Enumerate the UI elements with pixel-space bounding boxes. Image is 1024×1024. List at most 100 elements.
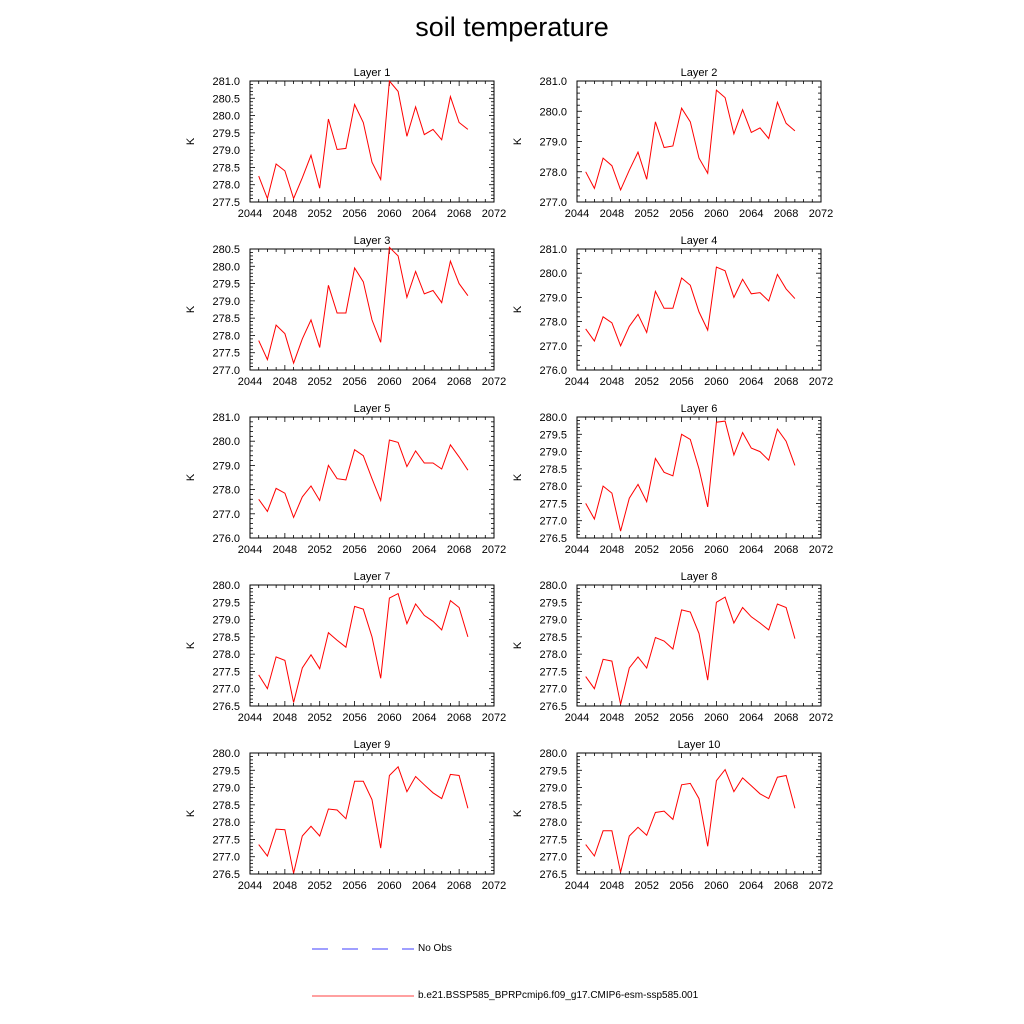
y-axis-label: K bbox=[185, 305, 197, 313]
y-tick-label: 278.5 bbox=[212, 313, 240, 325]
x-tick-label: 2052 bbox=[634, 376, 658, 388]
y-tick-label: 277.0 bbox=[539, 516, 567, 528]
x-tick-label: 2052 bbox=[634, 880, 658, 892]
y-tick-label: 278.0 bbox=[539, 167, 567, 179]
panel-title: Layer 8 bbox=[681, 571, 718, 583]
y-tick-label: 279.0 bbox=[539, 137, 567, 149]
y-axis-label: K bbox=[185, 473, 197, 481]
chart-panel-4: Layer 4 K 2044 2048 2052 2056 2060 2064 2068 2072… bbox=[512, 235, 833, 388]
y-axis-label: K bbox=[185, 137, 197, 145]
y-tick-label: 277.0 bbox=[212, 365, 240, 377]
x-tick-label: 2060 bbox=[704, 544, 728, 556]
x-tick-label: 2064 bbox=[739, 544, 763, 556]
y-tick-label: 279.0 bbox=[212, 296, 240, 308]
y-tick-label: 277.5 bbox=[212, 348, 240, 360]
x-tick-label: 2072 bbox=[482, 544, 506, 556]
x-tick-label: 2044 bbox=[238, 544, 262, 556]
x-tick-label: 2056 bbox=[342, 376, 366, 388]
x-tick-label: 2060 bbox=[377, 544, 401, 556]
x-tick-label: 2064 bbox=[412, 208, 436, 220]
y-tick-label: 276.5 bbox=[539, 869, 567, 881]
x-tick-label: 2060 bbox=[704, 880, 728, 892]
y-tick-label: 278.0 bbox=[539, 481, 567, 493]
y-tick-label: 281.0 bbox=[212, 412, 240, 424]
y-tick-label: 281.0 bbox=[212, 76, 240, 88]
y-tick-label: 279.0 bbox=[212, 460, 240, 472]
x-tick-label: 2068 bbox=[774, 880, 798, 892]
plot-frame bbox=[249, 584, 495, 707]
x-tick-label: 2064 bbox=[412, 544, 436, 556]
panel-title: Layer 10 bbox=[678, 739, 721, 751]
series-line bbox=[258, 246, 469, 365]
y-axis-label: K bbox=[512, 305, 524, 313]
x-tick-label: 2068 bbox=[447, 712, 471, 724]
x-tick-label: 2052 bbox=[634, 208, 658, 220]
panel-title: Layer 1 bbox=[354, 67, 391, 79]
x-tick-label: 2068 bbox=[774, 712, 798, 724]
x-tick-label: 2060 bbox=[377, 208, 401, 220]
x-tick-label: 2044 bbox=[565, 712, 589, 724]
y-tick-label: 279.5 bbox=[212, 765, 240, 777]
series-line bbox=[258, 765, 469, 874]
y-tick-label: 277.0 bbox=[212, 684, 240, 696]
y-tick-label: 277.0 bbox=[539, 852, 567, 864]
x-tick-label: 2044 bbox=[238, 712, 262, 724]
y-tick-label: 279.5 bbox=[212, 597, 240, 609]
x-tick-label: 2052 bbox=[307, 880, 331, 892]
x-tick-label: 2068 bbox=[447, 208, 471, 220]
x-tick-label: 2060 bbox=[704, 712, 728, 724]
x-tick-label: 2064 bbox=[739, 376, 763, 388]
x-tick-label: 2044 bbox=[238, 208, 262, 220]
x-tick-label: 2044 bbox=[238, 376, 262, 388]
x-tick-label: 2056 bbox=[669, 544, 693, 556]
y-tick-label: 276.0 bbox=[212, 533, 240, 545]
chart-panel-9: Layer 9 K 2044 2048 2052 2056 2060 2064 2068 2072… bbox=[185, 739, 506, 892]
plot-frame bbox=[576, 584, 822, 707]
y-tick-label: 280.0 bbox=[212, 580, 240, 592]
x-tick-label: 2056 bbox=[669, 880, 693, 892]
chart-panel-2: Layer 2 K 2044 2048 2052 2056 2060 2064 2068 2072… bbox=[512, 67, 833, 220]
plot-frame bbox=[576, 248, 822, 371]
y-tick-label: 278.5 bbox=[212, 800, 240, 812]
series-line bbox=[585, 266, 796, 348]
panel-title: Layer 6 bbox=[681, 403, 718, 415]
y-tick-label: 280.5 bbox=[212, 244, 240, 256]
y-tick-label: 278.5 bbox=[539, 800, 567, 812]
chart-panel-5: Layer 5 K 2044 2048 2052 2056 2060 2064 2068 2072… bbox=[185, 403, 506, 556]
x-tick-label: 2056 bbox=[342, 544, 366, 556]
y-tick-label: 276.5 bbox=[212, 701, 240, 713]
y-tick-label: 278.0 bbox=[212, 330, 240, 342]
x-tick-label: 2048 bbox=[600, 208, 624, 220]
series-line bbox=[585, 420, 796, 532]
x-tick-label: 2072 bbox=[809, 208, 833, 220]
page-title: soil temperature bbox=[415, 12, 609, 42]
x-tick-label: 2060 bbox=[377, 880, 401, 892]
x-tick-label: 2052 bbox=[307, 376, 331, 388]
x-tick-label: 2044 bbox=[565, 544, 589, 556]
x-tick-label: 2072 bbox=[809, 880, 833, 892]
chart-panel-3: Layer 3 K 2044 2048 2052 2056 2060 2064 2068 2072… bbox=[185, 235, 506, 388]
y-axis-label: K bbox=[512, 137, 524, 145]
y-tick-label: 279.5 bbox=[539, 597, 567, 609]
chart-panel-7: Layer 7 K 2044 2048 2052 2056 2060 2064 2068 2072… bbox=[185, 571, 506, 724]
y-tick-label: 278.0 bbox=[212, 485, 240, 497]
x-tick-label: 2068 bbox=[447, 376, 471, 388]
x-tick-label: 2048 bbox=[273, 376, 297, 388]
y-tick-label: 279.5 bbox=[212, 279, 240, 291]
y-tick-label: 277.5 bbox=[539, 834, 567, 846]
y-tick-label: 278.5 bbox=[212, 162, 240, 174]
y-tick-label: 278.5 bbox=[539, 632, 567, 644]
x-tick-label: 2072 bbox=[482, 208, 506, 220]
x-tick-label: 2060 bbox=[704, 208, 728, 220]
y-tick-label: 276.5 bbox=[539, 701, 567, 713]
x-tick-label: 2072 bbox=[809, 544, 833, 556]
y-tick-label: 278.0 bbox=[212, 817, 240, 829]
x-tick-label: 2068 bbox=[447, 544, 471, 556]
x-tick-label: 2056 bbox=[342, 712, 366, 724]
y-tick-label: 280.0 bbox=[539, 412, 567, 424]
x-tick-label: 2048 bbox=[600, 544, 624, 556]
y-tick-label: 276.0 bbox=[539, 365, 567, 377]
y-tick-label: 281.0 bbox=[539, 244, 567, 256]
y-tick-label: 278.5 bbox=[212, 632, 240, 644]
